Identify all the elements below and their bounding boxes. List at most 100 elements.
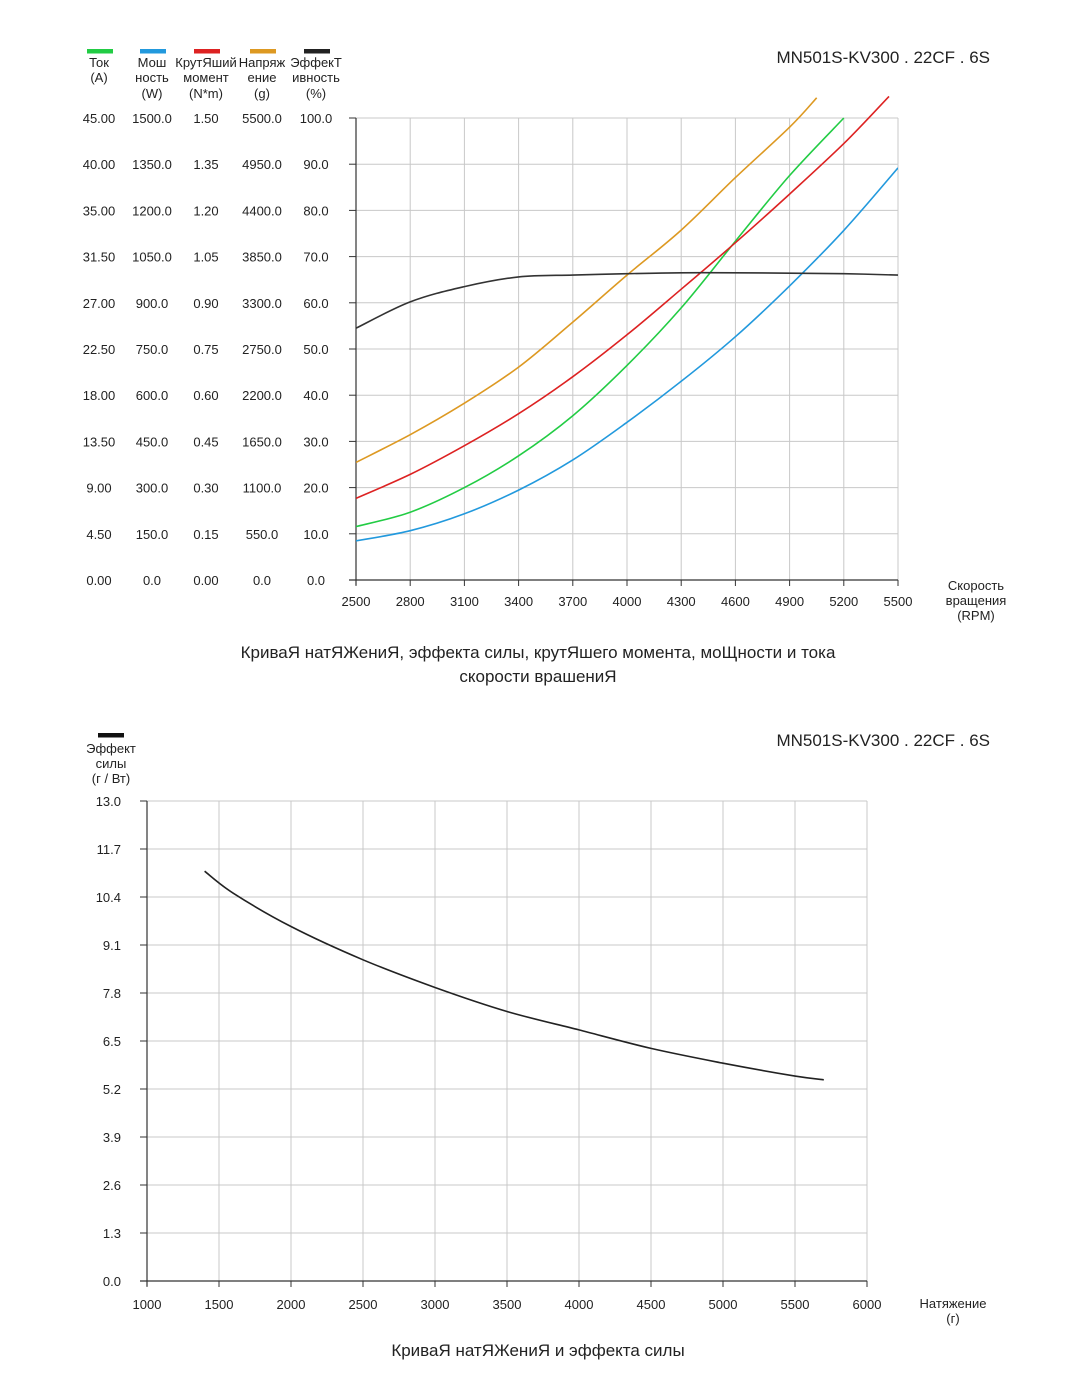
- chart1-series-line: [356, 95, 890, 500]
- chart1-x-tick-label: 4300: [667, 594, 696, 609]
- chart1-y-tick-label: 22.50: [83, 342, 116, 357]
- chart1-y-tick-label: 0.60: [193, 388, 218, 403]
- chart1-y-tick-label: 0.00: [86, 573, 111, 588]
- chart1-x-axis-label: (RPM): [957, 608, 995, 623]
- chart1-y-tick-label: 3850.0: [242, 250, 282, 265]
- chart2-y-tick-label: 3.9: [103, 1130, 121, 1145]
- chart1-y-tick-label: 1650.0: [242, 434, 282, 449]
- chart1-y-tick-label: 18.00: [83, 388, 116, 403]
- chart2-y-axis-label: силы: [96, 756, 127, 771]
- chart1-x-tick-label: 3100: [450, 594, 479, 609]
- chart1-legend-swatch: [140, 49, 166, 54]
- chart2-series-line: [204, 870, 824, 1081]
- chart1-y-tick-label: 1200.0: [132, 203, 172, 218]
- chart1-y-tick-label: 30.0: [303, 434, 328, 449]
- chart1-y-tick-label: 80.0: [303, 203, 328, 218]
- chart2-y-tick-label: 2.6: [103, 1178, 121, 1193]
- chart1-y-tick-label: 1500.0: [132, 111, 172, 126]
- chart1-x-axis-label: вращения: [946, 593, 1007, 608]
- chart1-y-tick-label: 10.0: [303, 527, 328, 542]
- chart2-y-tick-label: 11.7: [97, 842, 121, 857]
- chart2-x-tick-label: 3500: [493, 1297, 522, 1312]
- chart2-x-tick-label: 6000: [853, 1297, 882, 1312]
- chart1-y-tick-label: 1.50: [193, 111, 218, 126]
- chart2-y-tick-label: 1.3: [103, 1226, 121, 1241]
- chart1-x-tick-label: 4600: [721, 594, 750, 609]
- chart1-y-tick-label: 40.00: [83, 157, 116, 172]
- chart1-y-tick-label: 70.0: [303, 250, 328, 265]
- chart1-caption-line1: КриваЯ натЯЖениЯ, эффекта силы, крутЯшег…: [240, 643, 836, 662]
- chart2-y-tick-label: 6.5: [103, 1034, 121, 1049]
- chart1-y-tick-label: 0.45: [193, 434, 218, 449]
- chart2-x-tick-label: 5500: [781, 1297, 810, 1312]
- chart2-y-tick-label: 0.0: [103, 1274, 121, 1289]
- chart1-y-tick-label: 0.15: [193, 527, 218, 542]
- chart1-axis-header: Мош: [138, 55, 167, 70]
- chart1-y-tick-label: 1.05: [193, 250, 218, 265]
- chart2-x-tick-label: 2000: [277, 1297, 306, 1312]
- chart1-y-tick-label: 150.0: [136, 527, 169, 542]
- chart1-y-tick-label: 750.0: [136, 342, 169, 357]
- chart1-y-tick-label: 0.75: [193, 342, 218, 357]
- chart1-y-tick-label: 0.0: [307, 573, 325, 588]
- chart1-y-tick-label: 4400.0: [242, 203, 282, 218]
- chart1-series-line: [356, 167, 898, 542]
- chart1-axis-header: Напряж: [239, 55, 286, 70]
- chart1-y-tick-label: 550.0: [246, 527, 279, 542]
- chart1-y-tick-label: 1.35: [193, 157, 218, 172]
- chart1-series-line: [356, 97, 818, 464]
- chart1-axis-header: ение: [248, 70, 277, 85]
- chart2-y-axis-label: (г / Вт): [92, 771, 130, 786]
- chart1-y-tick-label: 31.50: [83, 250, 116, 265]
- chart1-axis-header: КрутЯший: [175, 55, 236, 70]
- chart1-y-tick-label: 900.0: [136, 296, 169, 311]
- chart2-x-axis-label: (г): [946, 1311, 959, 1326]
- chart1-caption: КриваЯ натЯЖениЯ, эффекта силы, крутЯшег…: [0, 641, 1076, 689]
- chart1-y-tick-label: 20.0: [303, 481, 328, 496]
- chart1-y-tick-label: 50.0: [303, 342, 328, 357]
- chart2-x-tick-label: 5000: [709, 1297, 738, 1312]
- chart1-legend-swatch: [250, 49, 276, 54]
- chart1-y-tick-label: 300.0: [136, 481, 169, 496]
- chart1-y-tick-label: 4950.0: [242, 157, 282, 172]
- chart1-axis-header: (g): [254, 86, 270, 101]
- chart1-x-tick-label: 3700: [558, 594, 587, 609]
- chart1-y-tick-label: 0.90: [193, 296, 218, 311]
- chart2-x-tick-label: 2500: [349, 1297, 378, 1312]
- chart1-y-tick-label: 2200.0: [242, 388, 282, 403]
- chart1-y-tick-label: 35.00: [83, 203, 116, 218]
- chart1-x-tick-label: 3400: [504, 594, 533, 609]
- chart1-legend-swatch: [87, 49, 113, 54]
- chart2-y-tick-label: 7.8: [103, 986, 121, 1001]
- chart1-y-tick-label: 4.50: [86, 527, 111, 542]
- chart1-legend-swatch: [304, 49, 330, 54]
- chart1-y-tick-label: 100.0: [300, 111, 333, 126]
- chart1-x-tick-label: 2500: [342, 594, 371, 609]
- chart2-y-tick-label: 13.0: [96, 794, 121, 809]
- chart2-y-axis-label: Эффект: [86, 741, 136, 756]
- chart2-y-tick-label: 9.1: [103, 938, 121, 953]
- chart1-axis-header: (%): [306, 86, 326, 101]
- chart1-y-tick-label: 0.0: [253, 573, 271, 588]
- chart1-model-title: MN501S-KV300 . 22CF . 6S: [776, 48, 990, 67]
- chart1-y-tick-label: 0.30: [193, 481, 218, 496]
- chart2-y-tick-label: 5.2: [103, 1082, 121, 1097]
- chart1-x-tick-label: 5200: [829, 594, 858, 609]
- chart2-x-tick-label: 1500: [205, 1297, 234, 1312]
- chart1-y-tick-label: 90.0: [303, 157, 328, 172]
- chart1-x-axis-label: Скорость: [948, 578, 1004, 593]
- chart1-axis-header: (A): [90, 70, 107, 85]
- chart2-y-tick-label: 10.4: [96, 890, 121, 905]
- chart2-model-title: MN501S-KV300 . 22CF . 6S: [776, 731, 990, 750]
- chart2-legend-swatch: [98, 733, 124, 738]
- chart1-x-tick-label: 5500: [884, 594, 913, 609]
- chart2-x-tick-label: 1000: [133, 1297, 162, 1312]
- chart1-y-tick-label: 9.00: [86, 481, 111, 496]
- chart1-axis-header: (N*m): [189, 86, 223, 101]
- chart2-x-tick-label: 3000: [421, 1297, 450, 1312]
- chart1-axis-header: ЭффекТ: [290, 55, 342, 70]
- chart1-y-tick-label: 600.0: [136, 388, 169, 403]
- chart1-y-tick-label: 1050.0: [132, 250, 172, 265]
- chart1-y-tick-label: 0.00: [193, 573, 218, 588]
- chart1-y-tick-label: 60.0: [303, 296, 328, 311]
